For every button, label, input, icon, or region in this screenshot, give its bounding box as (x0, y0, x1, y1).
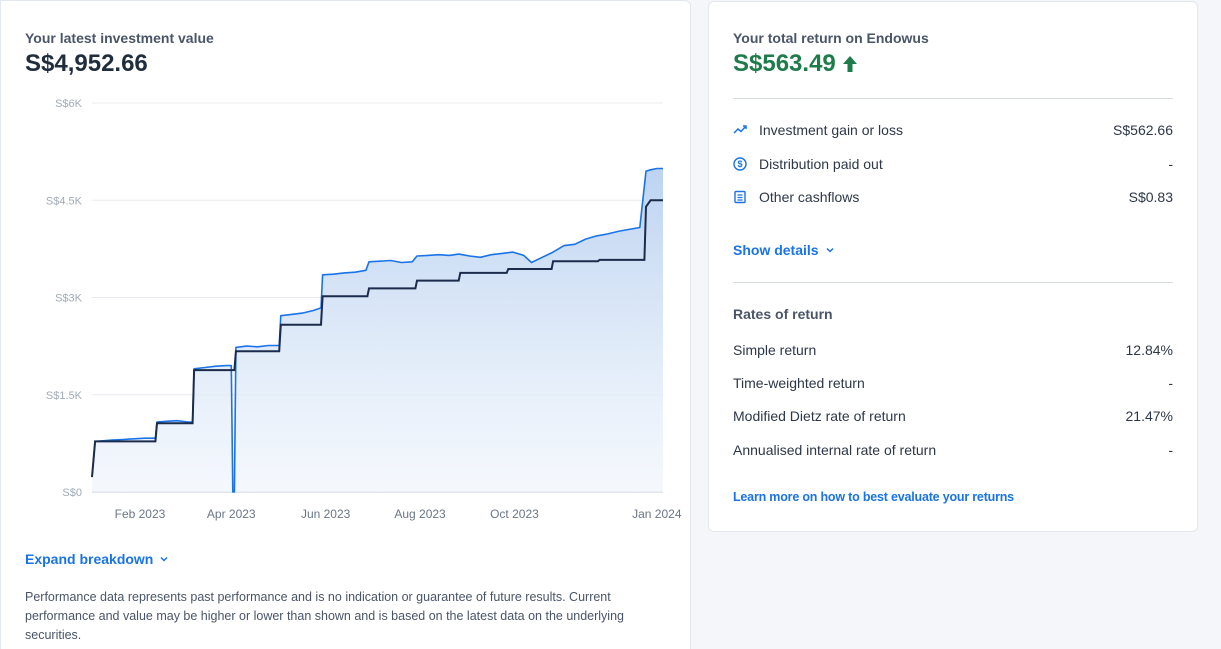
expand-breakdown-link[interactable]: Expand breakdown (25, 551, 169, 567)
breakdown-label: Distribution paid out (759, 156, 1168, 172)
breakdown-label: Other cashflows (759, 189, 1129, 205)
rate-row-modified-dietz: Modified Dietz rate of return 21.47% (733, 406, 1173, 426)
x-tick-label: Jun 2023 (301, 507, 351, 521)
divider (733, 98, 1173, 99)
x-tick-label: Apr 2023 (207, 507, 256, 521)
x-tick-label: Oct 2023 (490, 507, 539, 521)
total-return-amount: S$563.49 (733, 50, 858, 78)
breakdown-row-other-cashflows: Other cashflows S$0.83 (733, 187, 1173, 207)
y-tick-label: S$6K (55, 98, 83, 110)
trend-line-icon (733, 123, 747, 137)
investment-value-amount: S$4,952.66 (25, 50, 148, 78)
divider (733, 282, 1173, 283)
rate-value: - (1168, 375, 1173, 391)
dollar-coin-icon: $ (733, 157, 747, 171)
svg-text:$: $ (737, 159, 742, 169)
chevron-down-icon (825, 245, 835, 255)
breakdown-value: - (1168, 156, 1173, 172)
y-tick-label: S$3K (55, 293, 83, 305)
investment-value-title: Your latest investment value (25, 30, 214, 46)
show-details-link[interactable]: Show details (733, 242, 835, 258)
rate-label: Time-weighted return (733, 375, 1168, 391)
x-tick-label: Aug 2023 (394, 507, 446, 521)
learn-more-link[interactable]: Learn more on how to best evaluate your … (733, 490, 1014, 504)
chart-x-axis: Feb 2023 Apr 2023 Jun 2023 Aug 2023 Oct 2023… (115, 507, 682, 521)
rate-label: Simple return (733, 342, 1126, 358)
chart-y-axis: S$0 S$1.5K S$3K S$4.5K S$6K (46, 98, 83, 499)
breakdown-row-investment-gain: Investment gain or loss S$562.66 (733, 120, 1173, 140)
ledger-icon (733, 190, 747, 204)
value-area-fill (92, 169, 663, 493)
rate-value: - (1168, 442, 1173, 458)
rate-value: 21.47% (1126, 408, 1173, 424)
investment-value-card: Your latest investment value S$4,952.66 … (0, 0, 691, 649)
y-tick-label: S$4.5K (46, 195, 83, 207)
y-tick-label: S$1.5K (46, 390, 83, 402)
rate-row-annualised-irr: Annualised internal rate of return - (733, 440, 1173, 460)
breakdown-row-distribution: $ Distribution paid out - (733, 154, 1173, 174)
total-return-card: Your total return on Endowus S$563.49 In… (708, 1, 1198, 532)
breakdown-value: S$562.66 (1113, 122, 1173, 138)
chart-area (92, 169, 663, 493)
arrow-up-icon (842, 55, 858, 73)
chevron-down-icon (159, 554, 169, 564)
y-tick-label: S$0 (62, 487, 82, 499)
total-return-title: Your total return on Endowus (733, 30, 929, 46)
rate-label: Annualised internal rate of return (733, 442, 1168, 458)
rates-of-return-heading: Rates of return (733, 306, 833, 322)
show-details-label: Show details (733, 242, 819, 258)
x-tick-label: Jan 2024 (632, 507, 682, 521)
rate-label: Modified Dietz rate of return (733, 408, 1126, 424)
rate-row-time-weighted: Time-weighted return - (733, 373, 1173, 393)
total-return-value: S$563.49 (733, 50, 836, 78)
rate-value: 12.84% (1126, 342, 1173, 358)
rate-row-simple: Simple return 12.84% (733, 340, 1173, 360)
x-tick-label: Feb 2023 (115, 507, 166, 521)
breakdown-label: Investment gain or loss (759, 122, 1113, 138)
investment-chart[interactable]: S$0 S$1.5K S$3K S$4.5K S$6K Feb 2023 Apr 2023… (1, 93, 692, 533)
breakdown-value: S$0.83 (1129, 189, 1173, 205)
performance-disclaimer: Performance data represents past perform… (25, 588, 675, 645)
expand-breakdown-label: Expand breakdown (25, 551, 153, 567)
